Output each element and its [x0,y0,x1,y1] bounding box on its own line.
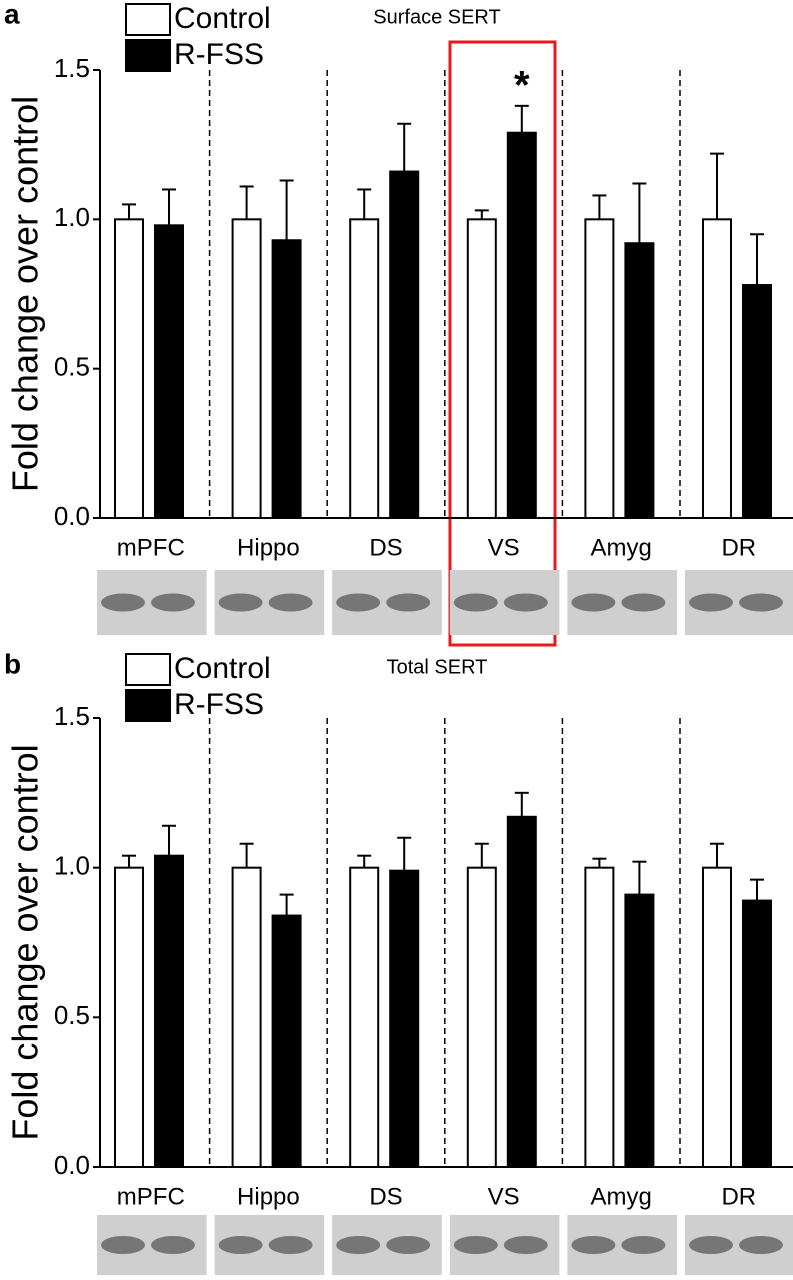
blot-band [689,1236,733,1254]
blot-band [689,593,733,612]
blot-band [453,1236,498,1254]
bar [271,239,302,520]
blot-band [336,1236,381,1254]
bar [506,131,537,519]
x-tick-label: VS [488,534,520,561]
y-tick-label: 1.0 [54,202,90,232]
chart-title: Surface SERT [373,6,500,28]
bar [624,242,655,520]
highlight-box [448,40,557,647]
chart-title: Total SERT [387,656,488,678]
legend-label: R-FSS [174,38,264,71]
blot-band [101,593,145,612]
blot-band [336,593,381,612]
y-tick-label: 0.0 [54,1150,90,1180]
legend-swatch [125,39,171,72]
y-tick-label: 1.5 [54,53,90,83]
bar [349,218,380,519]
bar [154,224,184,519]
x-tick-label: DS [369,1183,402,1210]
y-tick-label: 0.0 [54,501,90,531]
legend-label: R-FSS [174,688,264,721]
blot-band [739,1236,783,1254]
x-tick-label: VS [488,1183,520,1210]
legend-label: Control [174,2,271,35]
blot-band [151,593,195,612]
blot-band [268,1236,313,1254]
bar [702,218,732,519]
blot-band [621,1236,666,1254]
bar [466,218,497,519]
legend-swatch [125,689,171,722]
bar [154,854,184,1169]
blot-band [151,1236,195,1254]
blot-band [621,593,666,612]
bar [389,170,420,519]
bar [114,218,144,519]
blot-band [453,593,498,612]
significance-marker: * [514,63,530,107]
blot-band [571,593,616,612]
y-axis-label: Fold change over control [5,744,46,1140]
blot-band [503,1236,548,1254]
blot-band [739,593,783,612]
x-tick-label: Hippo [237,1183,300,1210]
bar [624,893,655,1169]
bar [506,815,537,1169]
bar [466,866,497,1169]
x-tick-label: mPFC [117,1183,185,1210]
panel-label: a [4,0,20,29]
blot-band [218,1236,263,1254]
bar [702,866,732,1169]
y-tick-label: 1.5 [54,701,90,731]
blot-band [386,1236,431,1254]
blot-band [268,593,313,612]
blot-band [571,1236,616,1254]
y-tick-label: 0.5 [54,1000,90,1030]
y-tick-label: 1.0 [54,851,90,881]
blot-band [503,593,548,612]
bar [271,914,302,1168]
bar [584,218,615,519]
bar [231,866,262,1169]
x-tick-label: DR [721,534,756,561]
blot-band [218,593,263,612]
x-tick-label: Amyg [591,1183,652,1210]
legend-label: Control [174,652,271,685]
y-tick-label: 0.5 [54,352,90,382]
legend-swatch [125,3,171,36]
x-tick-label: DS [369,534,402,561]
x-tick-label: Hippo [237,534,300,561]
x-tick-label: Amyg [591,534,652,561]
legend-swatch [125,653,171,686]
bar [349,866,380,1169]
bar [389,869,420,1168]
y-axis-label: Fold change over control [5,96,46,492]
blot-band [386,593,431,612]
bar [742,899,772,1168]
bar [114,866,144,1169]
x-tick-label: mPFC [117,534,185,561]
bar [231,218,262,519]
panel-label: b [4,648,21,679]
blot-band [101,1236,145,1254]
bar [584,866,615,1169]
bar [742,284,772,520]
x-tick-label: DR [721,1183,756,1210]
